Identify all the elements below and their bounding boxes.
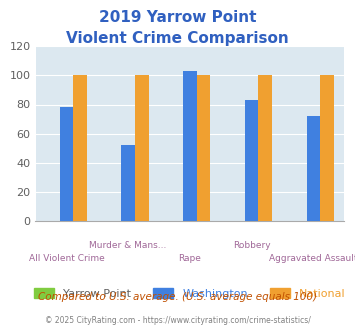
Bar <box>73 75 87 221</box>
Text: All Violent Crime: All Violent Crime <box>28 254 104 263</box>
Text: Aggravated Assault: Aggravated Assault <box>269 254 355 263</box>
Bar <box>197 75 210 221</box>
Bar <box>60 108 73 221</box>
Legend: Yarrow Point, Washington, National: Yarrow Point, Washington, National <box>30 283 350 303</box>
Text: 2019 Yarrow Point: 2019 Yarrow Point <box>99 10 256 25</box>
Text: Murder & Mans...: Murder & Mans... <box>89 241 167 249</box>
Bar <box>258 75 272 221</box>
Text: Compared to U.S. average. (U.S. average equals 100): Compared to U.S. average. (U.S. average … <box>38 292 317 302</box>
Bar <box>121 145 135 221</box>
Bar <box>307 116 320 221</box>
Bar <box>320 75 334 221</box>
Text: Robbery: Robbery <box>233 241 271 249</box>
Bar <box>135 75 148 221</box>
Bar <box>183 71 197 221</box>
Text: © 2025 CityRating.com - https://www.cityrating.com/crime-statistics/: © 2025 CityRating.com - https://www.city… <box>45 316 310 325</box>
Bar <box>245 100 258 221</box>
Text: Violent Crime Comparison: Violent Crime Comparison <box>66 31 289 46</box>
Text: Rape: Rape <box>179 254 201 263</box>
